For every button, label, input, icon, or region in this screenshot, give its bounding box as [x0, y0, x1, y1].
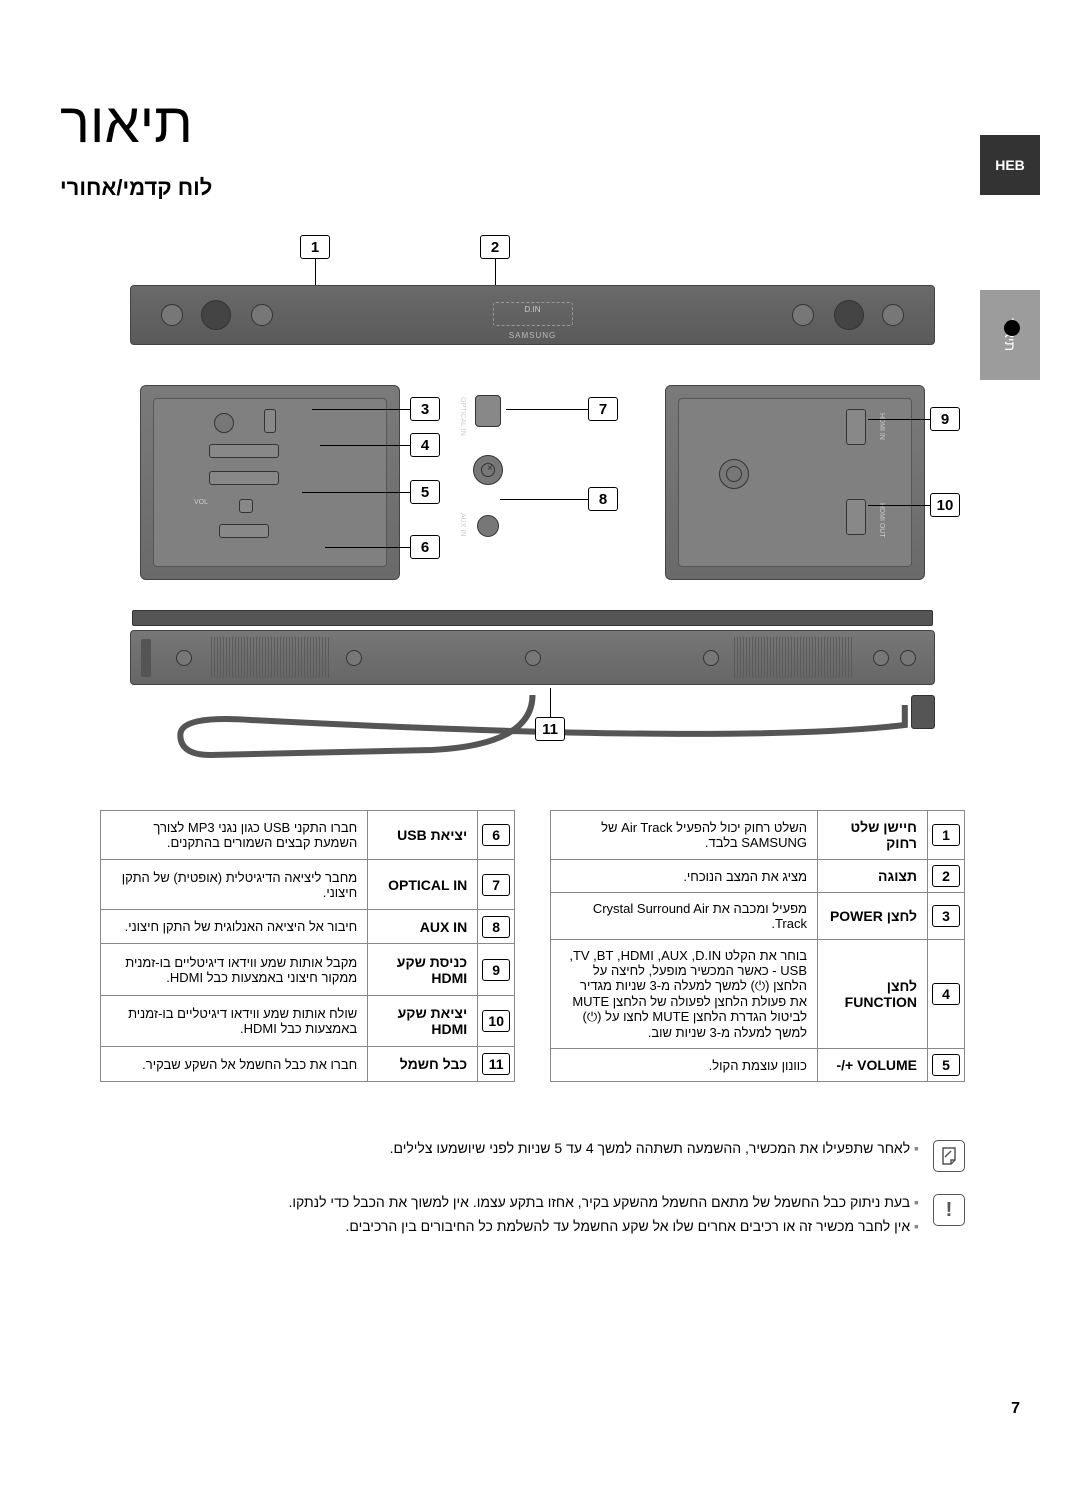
row-number: 7: [482, 874, 510, 896]
brand-label: SAMSUNG: [509, 331, 556, 340]
din-label: D.IN: [525, 305, 541, 314]
callout-1: 1: [300, 235, 330, 259]
page-number: 7: [1011, 1400, 1020, 1418]
row-label: AUX IN: [368, 909, 478, 944]
language-tab: HEB: [980, 135, 1040, 195]
callout-4: 4: [410, 433, 440, 457]
table-right: 1חיישן שלט רחוקהשלט רחוק יכול להפעיל Air…: [550, 810, 965, 1082]
table-row: 3לחצן POWERמפעיל ומכבה את Crystal Surrou…: [550, 893, 964, 940]
side-dot: [1004, 320, 1020, 336]
callout-9: 9: [930, 407, 960, 431]
row-label: יציאת שקע HDMI: [368, 995, 478, 1046]
callout-6: 6: [410, 535, 440, 559]
warn-text-1: בעת ניתוק כבל החשמל של מתאם החשמל מהשקע …: [100, 1194, 919, 1210]
callout-10: 10: [930, 493, 960, 517]
table-row: 5VOLUME +/-כוונון עוצמת הקול.: [550, 1049, 964, 1082]
table-row: 6יציאת USBחברו התקני USB כגון נגני MP3 ל…: [101, 811, 515, 860]
row-number: 2: [932, 865, 960, 887]
callout-7: 7: [588, 397, 618, 421]
callout-8: 8: [588, 487, 618, 511]
row-number: 8: [482, 916, 510, 938]
hdmi-out-label: HDMI OUT: [878, 503, 885, 538]
row-desc: בוחר את הקלט D.IN, ‏AUX, ‏HDMI, ‏BT, ‏TV…: [550, 940, 817, 1049]
row-label: OPTICAL IN: [368, 860, 478, 909]
row-desc: חברו התקני USB כגון נגני MP3 לצורך השמעת…: [101, 811, 368, 860]
row-desc: חברו את כבל החשמל אל השקע שבקיר.: [101, 1047, 368, 1082]
row-desc: חיבור אל היציאה האנלוגית של התקן חיצוני.: [101, 909, 368, 944]
info-note: לאחר שתפעילו את המכשיר, ההשמעה תשתהה למש…: [100, 1140, 965, 1172]
row-label: יציאת USB: [368, 811, 478, 860]
callout-11: 11: [535, 717, 565, 741]
row-desc: שולח אותות שמע ווידאו דיגיטליים בו-זמנית…: [101, 995, 368, 1046]
warn-text-2: אין לחבר מכשיר זה או רכיבים אחרים שלו אל…: [100, 1218, 919, 1234]
row-number: 5: [932, 1054, 960, 1076]
hdmi-in-label: HDMI IN: [878, 413, 885, 440]
row-label: VOLUME +/-: [818, 1049, 928, 1082]
soundbar-top-view: D.IN SAMSUNG: [130, 285, 935, 345]
warning-note: ! בעת ניתוק כבל החשמל של מתאם החשמל מהשק…: [100, 1194, 965, 1234]
row-label: כבל חשמל: [368, 1047, 478, 1082]
soundbar-front-view: [130, 630, 935, 685]
row-desc: מקבל אותות שמע ווידאו דיגיטליים בו-זמנית…: [101, 944, 368, 995]
product-diagram: 1 2 D.IN SAMSUNG VOL: [100, 235, 965, 785]
row-number: 6: [482, 824, 510, 846]
table-row: 4לחצן FUNCTIONבוחר את הקלט D.IN, ‏AUX, ‏…: [550, 940, 964, 1049]
table-row: 2תצוגהמציג את המצב הנוכחי.: [550, 860, 964, 893]
warning-icon: !: [933, 1194, 965, 1226]
right-underside-panel: HDMI IN HDMI OUT: [665, 385, 925, 580]
page-title: תיאור: [60, 90, 193, 155]
row-desc: מציג את המצב הנוכחי.: [550, 860, 817, 893]
row-number: 9: [482, 959, 510, 981]
row-desc: מחבר ליציאה הדיגיטלית (אופטית) של התקן ח…: [101, 860, 368, 909]
table-left: 6יציאת USBחברו התקני USB כגון נגני MP3 ל…: [100, 810, 515, 1082]
row-label: תצוגה: [818, 860, 928, 893]
info-icon: [933, 1140, 965, 1172]
page-subtitle: לוח קדמי/אחורי: [60, 175, 212, 201]
feature-tables: 1חיישן שלט רחוקהשלט רחוק יכול להפעיל Air…: [100, 810, 965, 1082]
row-number: 4: [932, 983, 960, 1005]
row-number: 3: [932, 905, 960, 927]
row-number: 11: [482, 1053, 510, 1075]
row-desc: מפעיל ומכבה את Crystal Surround Air Trac…: [550, 893, 817, 940]
table-row: 11כבל חשמלחברו את כבל החשמל אל השקע שבקי…: [101, 1047, 515, 1082]
table-row: 1חיישן שלט רחוקהשלט רחוק יכול להפעיל Air…: [550, 811, 964, 860]
power-cable: [130, 695, 935, 785]
row-label: לחצן POWER: [818, 893, 928, 940]
row-number: 10: [482, 1010, 510, 1032]
info-note-text: לאחר שתפעילו את המכשיר, ההשמעה תשתהה למש…: [100, 1140, 919, 1156]
table-row: 10יציאת שקע HDMIשולח אותות שמע ווידאו די…: [101, 995, 515, 1046]
table-row: 8AUX INחיבור אל היציאה האנלוגית של התקן …: [101, 909, 515, 944]
row-label: כניסת שקע HDMI: [368, 944, 478, 995]
callout-5: 5: [410, 480, 440, 504]
optical-label: OPTICAL IN: [459, 397, 466, 436]
row-desc: כוונון עוצמת הקול.: [550, 1049, 817, 1082]
row-desc: השלט רחוק יכול להפעיל Air Track של SAMSU…: [550, 811, 817, 860]
row-label: לחצן FUNCTION: [818, 940, 928, 1049]
left-underside-panel: VOL: [140, 385, 400, 580]
aux-label: AUX IN: [459, 513, 466, 536]
callout-2: 2: [480, 235, 510, 259]
row-number: 1: [932, 824, 960, 846]
table-row: 9כניסת שקע HDMIמקבל אותות שמע ווידאו דיג…: [101, 944, 515, 995]
row-label: חיישן שלט רחוק: [818, 811, 928, 860]
table-row: 7OPTICAL INמחבר ליציאה הדיגיטלית (אופטית…: [101, 860, 515, 909]
callout-3: 3: [410, 397, 440, 421]
